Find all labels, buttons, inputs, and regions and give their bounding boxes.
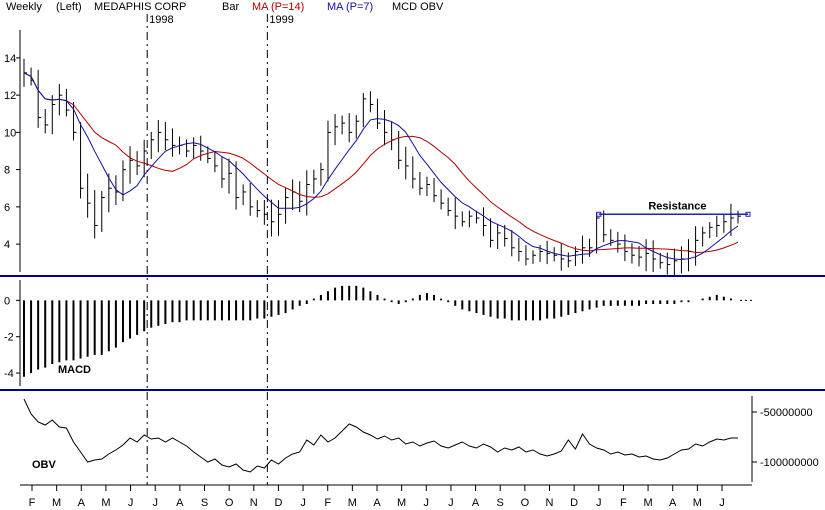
price-tick-label: 6 [4, 202, 10, 214]
obv-tick-label: -50000000 [760, 407, 813, 419]
ma-7-line [23, 72, 739, 261]
x-month-label: N [546, 497, 554, 509]
x-month-label: M [348, 497, 357, 509]
resistance-label: Resistance [648, 200, 706, 212]
year-label: 1998 [149, 14, 173, 26]
x-month-label: D [274, 497, 282, 509]
x-month-label: F [29, 497, 36, 509]
macd-tick-label: 0 [4, 295, 10, 307]
x-month-label: N [250, 497, 258, 509]
x-month-label: J [152, 497, 158, 509]
x-month-label: O [225, 497, 234, 509]
price-panel: 14 12 10 8 6 4 Resistance [4, 30, 751, 277]
period-label: Weekly [6, 1, 42, 13]
price-tick-label: 8 [4, 165, 10, 177]
obv-tick-label: -100000000 [760, 457, 819, 469]
price-tick-label: 14 [4, 53, 16, 65]
x-month-label: J [719, 497, 725, 509]
x-month-label: M [643, 497, 652, 509]
ma-14-line [23, 72, 739, 254]
macd-tick-label: -4 [4, 368, 14, 380]
symbol-title: MEDAPHIS CORP [94, 1, 187, 13]
macd-tick-label: -2 [4, 332, 14, 344]
macd-title: MACD [58, 364, 91, 376]
x-month-label: M [52, 497, 61, 509]
x-month-label: A [669, 497, 677, 509]
x-month-label: J [596, 497, 602, 509]
x-month-label: A [176, 497, 184, 509]
x-month-label: J [300, 497, 306, 509]
axis-side-label: (Left) [56, 1, 82, 13]
x-month-label: A [373, 497, 381, 509]
obv-line [23, 398, 738, 473]
chart-style-label: Bar [222, 1, 240, 13]
price-tick-label: 4 [4, 239, 10, 251]
resistance-end-marker [745, 211, 751, 217]
x-month-label: A [472, 497, 480, 509]
x-month-label: D [570, 497, 578, 509]
x-month-label: A [78, 497, 86, 509]
x-month-label: F [324, 497, 331, 509]
macd-panel: 0 -2 -4 MACD [4, 280, 752, 386]
ma-fast-legend: MA (P=7) [327, 1, 374, 13]
obv-panel: -50000000 -100000000 OBV [23, 396, 819, 482]
x-month-label: M [693, 497, 702, 509]
x-month-label: M [397, 497, 406, 509]
price-tick-label: 10 [4, 127, 16, 139]
x-month-label: O [521, 497, 530, 509]
resistance-start-marker [596, 211, 602, 217]
ma-slow-legend: MA (P=14) [252, 1, 305, 13]
x-month-label: F [620, 497, 627, 509]
x-month-label: J [128, 497, 134, 509]
year-label: 1999 [269, 14, 293, 26]
price-tick-label: 12 [4, 90, 16, 102]
x-month-label: J [424, 497, 430, 509]
x-month-label: M [101, 497, 110, 509]
x-month-label: J [448, 497, 454, 509]
x-month-label: S [497, 497, 504, 509]
obv-title: OBV [32, 459, 57, 471]
indicators-label: MCD OBV [392, 1, 444, 13]
x-month-label: S [201, 497, 208, 509]
